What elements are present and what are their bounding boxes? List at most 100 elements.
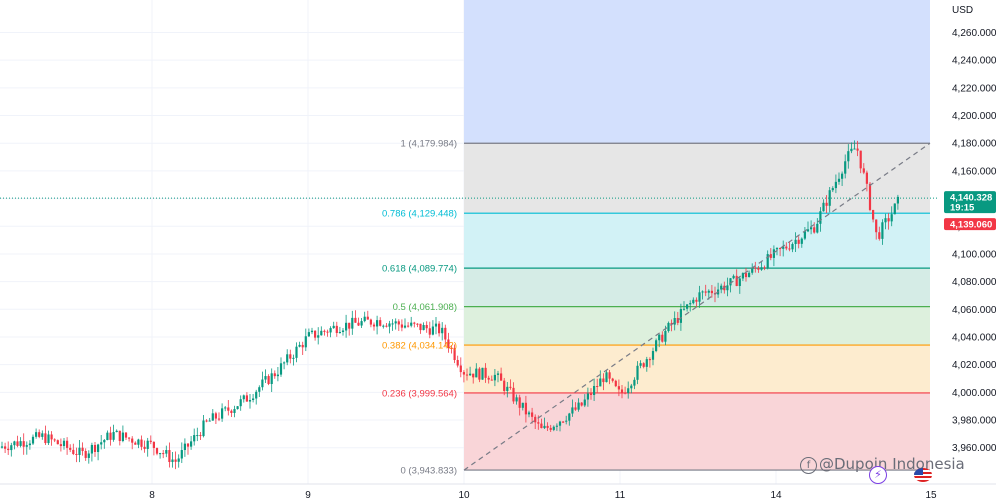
candle-body	[4, 446, 7, 449]
fib-level-label: 1 (4,179.984)	[400, 139, 457, 150]
candle-body	[456, 359, 459, 366]
candle-body	[593, 385, 596, 395]
candle-body	[118, 430, 121, 441]
candle-body	[273, 373, 276, 377]
candle-body	[258, 387, 261, 392]
candle-body	[512, 387, 515, 402]
candle-body	[806, 229, 810, 232]
candle-body	[549, 427, 552, 430]
candle-body	[614, 380, 617, 387]
candle-body	[264, 376, 267, 380]
fib-level-label: 0 (3,943.833)	[400, 466, 457, 477]
y-tick-label: 4,220.000	[952, 83, 996, 94]
candle-body	[248, 399, 252, 402]
candle-body	[828, 190, 831, 206]
candle-body	[438, 323, 441, 334]
y-tick-label: 3,980.000	[952, 416, 996, 427]
candle-body	[868, 183, 872, 210]
candle-body	[72, 449, 75, 454]
candle-body	[376, 320, 379, 327]
candle-body	[757, 268, 760, 270]
candle-body	[131, 438, 134, 443]
candle-body	[292, 357, 295, 359]
candle-body	[729, 278, 732, 286]
fib-zone	[464, 213, 930, 269]
candle-body	[465, 374, 469, 376]
candle-body	[140, 439, 143, 447]
candle-body	[636, 365, 639, 380]
candle-body	[509, 386, 512, 388]
candle-body	[162, 453, 165, 455]
time-axis[interactable]: 8 9 10 11 14 15	[0, 483, 996, 501]
lightning-icon[interactable]: ⚡	[869, 466, 887, 484]
candle-body	[741, 273, 744, 279]
candle-body	[391, 323, 394, 325]
candle-body	[348, 322, 351, 329]
candle-body	[481, 367, 484, 380]
currency-label: USD	[952, 5, 973, 16]
candle-body	[543, 425, 546, 429]
candle-body	[534, 416, 537, 423]
fib-trend-line[interactable]	[463, 142, 931, 471]
fib-extension-zone	[464, 0, 930, 144]
candle-body	[165, 450, 168, 454]
candle-body	[710, 290, 713, 294]
candle-body	[13, 441, 16, 446]
candle-body	[289, 354, 292, 359]
candle-body	[605, 372, 608, 383]
candle-body	[69, 447, 72, 450]
candle-body	[816, 223, 819, 233]
fib-level-label: 0.5 (4,061.908)	[393, 302, 457, 313]
fib-zone	[464, 143, 930, 214]
candle-body	[673, 318, 676, 325]
candle-body	[419, 323, 422, 331]
candle-body	[363, 316, 366, 322]
y-tick-label: 4,260.000	[952, 28, 996, 39]
y-tick-label: 4,240.000	[952, 56, 996, 67]
candle-body	[447, 339, 450, 349]
candle-body	[19, 441, 22, 446]
candle-body	[310, 330, 314, 333]
candle-body	[862, 168, 865, 173]
candle-body	[128, 437, 131, 439]
candle-body	[506, 386, 509, 391]
candle-body	[599, 378, 602, 387]
candle-body	[791, 244, 794, 250]
candle-body	[261, 379, 264, 388]
candle-body	[797, 239, 800, 244]
candle-body	[875, 219, 878, 233]
y-tick-label: 4,000.000	[952, 388, 996, 399]
candle-body	[475, 368, 478, 378]
last-price-value: 4,140.328	[950, 193, 992, 204]
candle-body	[106, 432, 109, 441]
candle-body	[357, 322, 360, 326]
fibonacci-retracement[interactable]	[464, 0, 930, 471]
candle-body	[100, 442, 103, 445]
fib-level-label: 0.786 (4,129.448)	[382, 209, 457, 220]
candle-body	[751, 267, 754, 273]
candle-body	[555, 425, 558, 427]
candle-body	[38, 432, 41, 437]
candle-body	[682, 308, 686, 310]
candle-body	[143, 446, 146, 449]
candle-body	[695, 299, 698, 302]
candle-body	[267, 376, 270, 385]
candle-body	[341, 330, 345, 332]
candle-body	[841, 173, 844, 179]
candle-body	[775, 248, 779, 250]
candle-body	[428, 328, 431, 335]
price-axis[interactable]: USD 3,960.000 3,980.000 4,000.000 4,020.000…	[940, 0, 996, 502]
fib-level-label: 0.618 (4,089.774)	[382, 264, 457, 275]
candle-body	[0, 446, 4, 448]
fib-level-label: 0.382 (4,034.142)	[382, 341, 457, 352]
candle-body	[779, 248, 782, 250]
candle-body	[16, 441, 19, 446]
candle-body	[813, 227, 816, 233]
candlesticks	[0, 140, 938, 470]
candle-body	[177, 458, 180, 462]
candle-body	[75, 453, 78, 455]
us-flag-icon[interactable]	[914, 468, 932, 482]
y-tick-label: 3,960.000	[952, 443, 996, 454]
y-tick-label: 4,040.000	[952, 332, 996, 343]
